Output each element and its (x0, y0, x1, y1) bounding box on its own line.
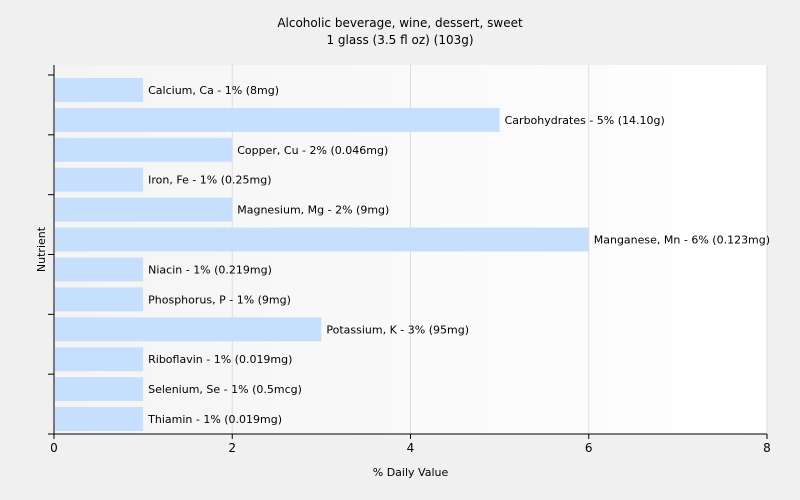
bar-label: Calcium, Ca - 1% (8mg) (148, 84, 279, 97)
x-tick-label: 4 (407, 441, 415, 455)
chart-subtitle: 1 glass (3.5 fl oz) (103g) (326, 33, 474, 47)
bar-label: Selenium, Se - 1% (0.5mcg) (148, 383, 302, 396)
bar-label: Iron, Fe - 1% (0.25mg) (148, 174, 271, 187)
bars: Calcium, Ca - 1% (8mg) Carbohydrates - 5%… (55, 77, 770, 432)
bar-label: Riboflavin - 1% (0.019mg) (148, 353, 292, 366)
bar-label: Manganese, Mn - 6% (0.123mg) (594, 234, 770, 247)
bar (55, 167, 144, 192)
bar-label: Phosphorus, P - 1% (9mg) (148, 293, 291, 306)
bar (55, 407, 144, 432)
bar-label: Thiamin - 1% (0.019mg) (147, 413, 282, 426)
bar-label: Magnesium, Mg - 2% (9mg) (237, 204, 389, 217)
bar (55, 197, 233, 222)
bar (55, 317, 322, 342)
x-tick-label: 0 (50, 441, 58, 455)
bar (55, 257, 144, 282)
axes: 0 2 4 6 8 (48, 65, 771, 455)
x-tick-label: 2 (228, 441, 236, 455)
bar (55, 227, 589, 252)
x-tick-label: 8 (763, 441, 771, 455)
bar-label: Potassium, K - 3% (95mg) (326, 323, 469, 336)
x-tick-label: 6 (585, 441, 593, 455)
bar (55, 287, 144, 312)
bar (55, 107, 500, 132)
bar-label: Carbohydrates - 5% (14.10g) (505, 114, 665, 127)
chart-title: Alcoholic beverage, wine, dessert, sweet (277, 16, 523, 30)
bar (55, 77, 144, 102)
bar-label: Niacin - 1% (0.219mg) (148, 263, 272, 276)
x-axis-label: % Daily Value (373, 466, 449, 479)
y-axis-label: Nutrient (35, 226, 48, 272)
bar (55, 137, 233, 162)
bar (55, 377, 144, 402)
bar-label: Copper, Cu - 2% (0.046mg) (237, 144, 388, 157)
bar (55, 347, 144, 372)
